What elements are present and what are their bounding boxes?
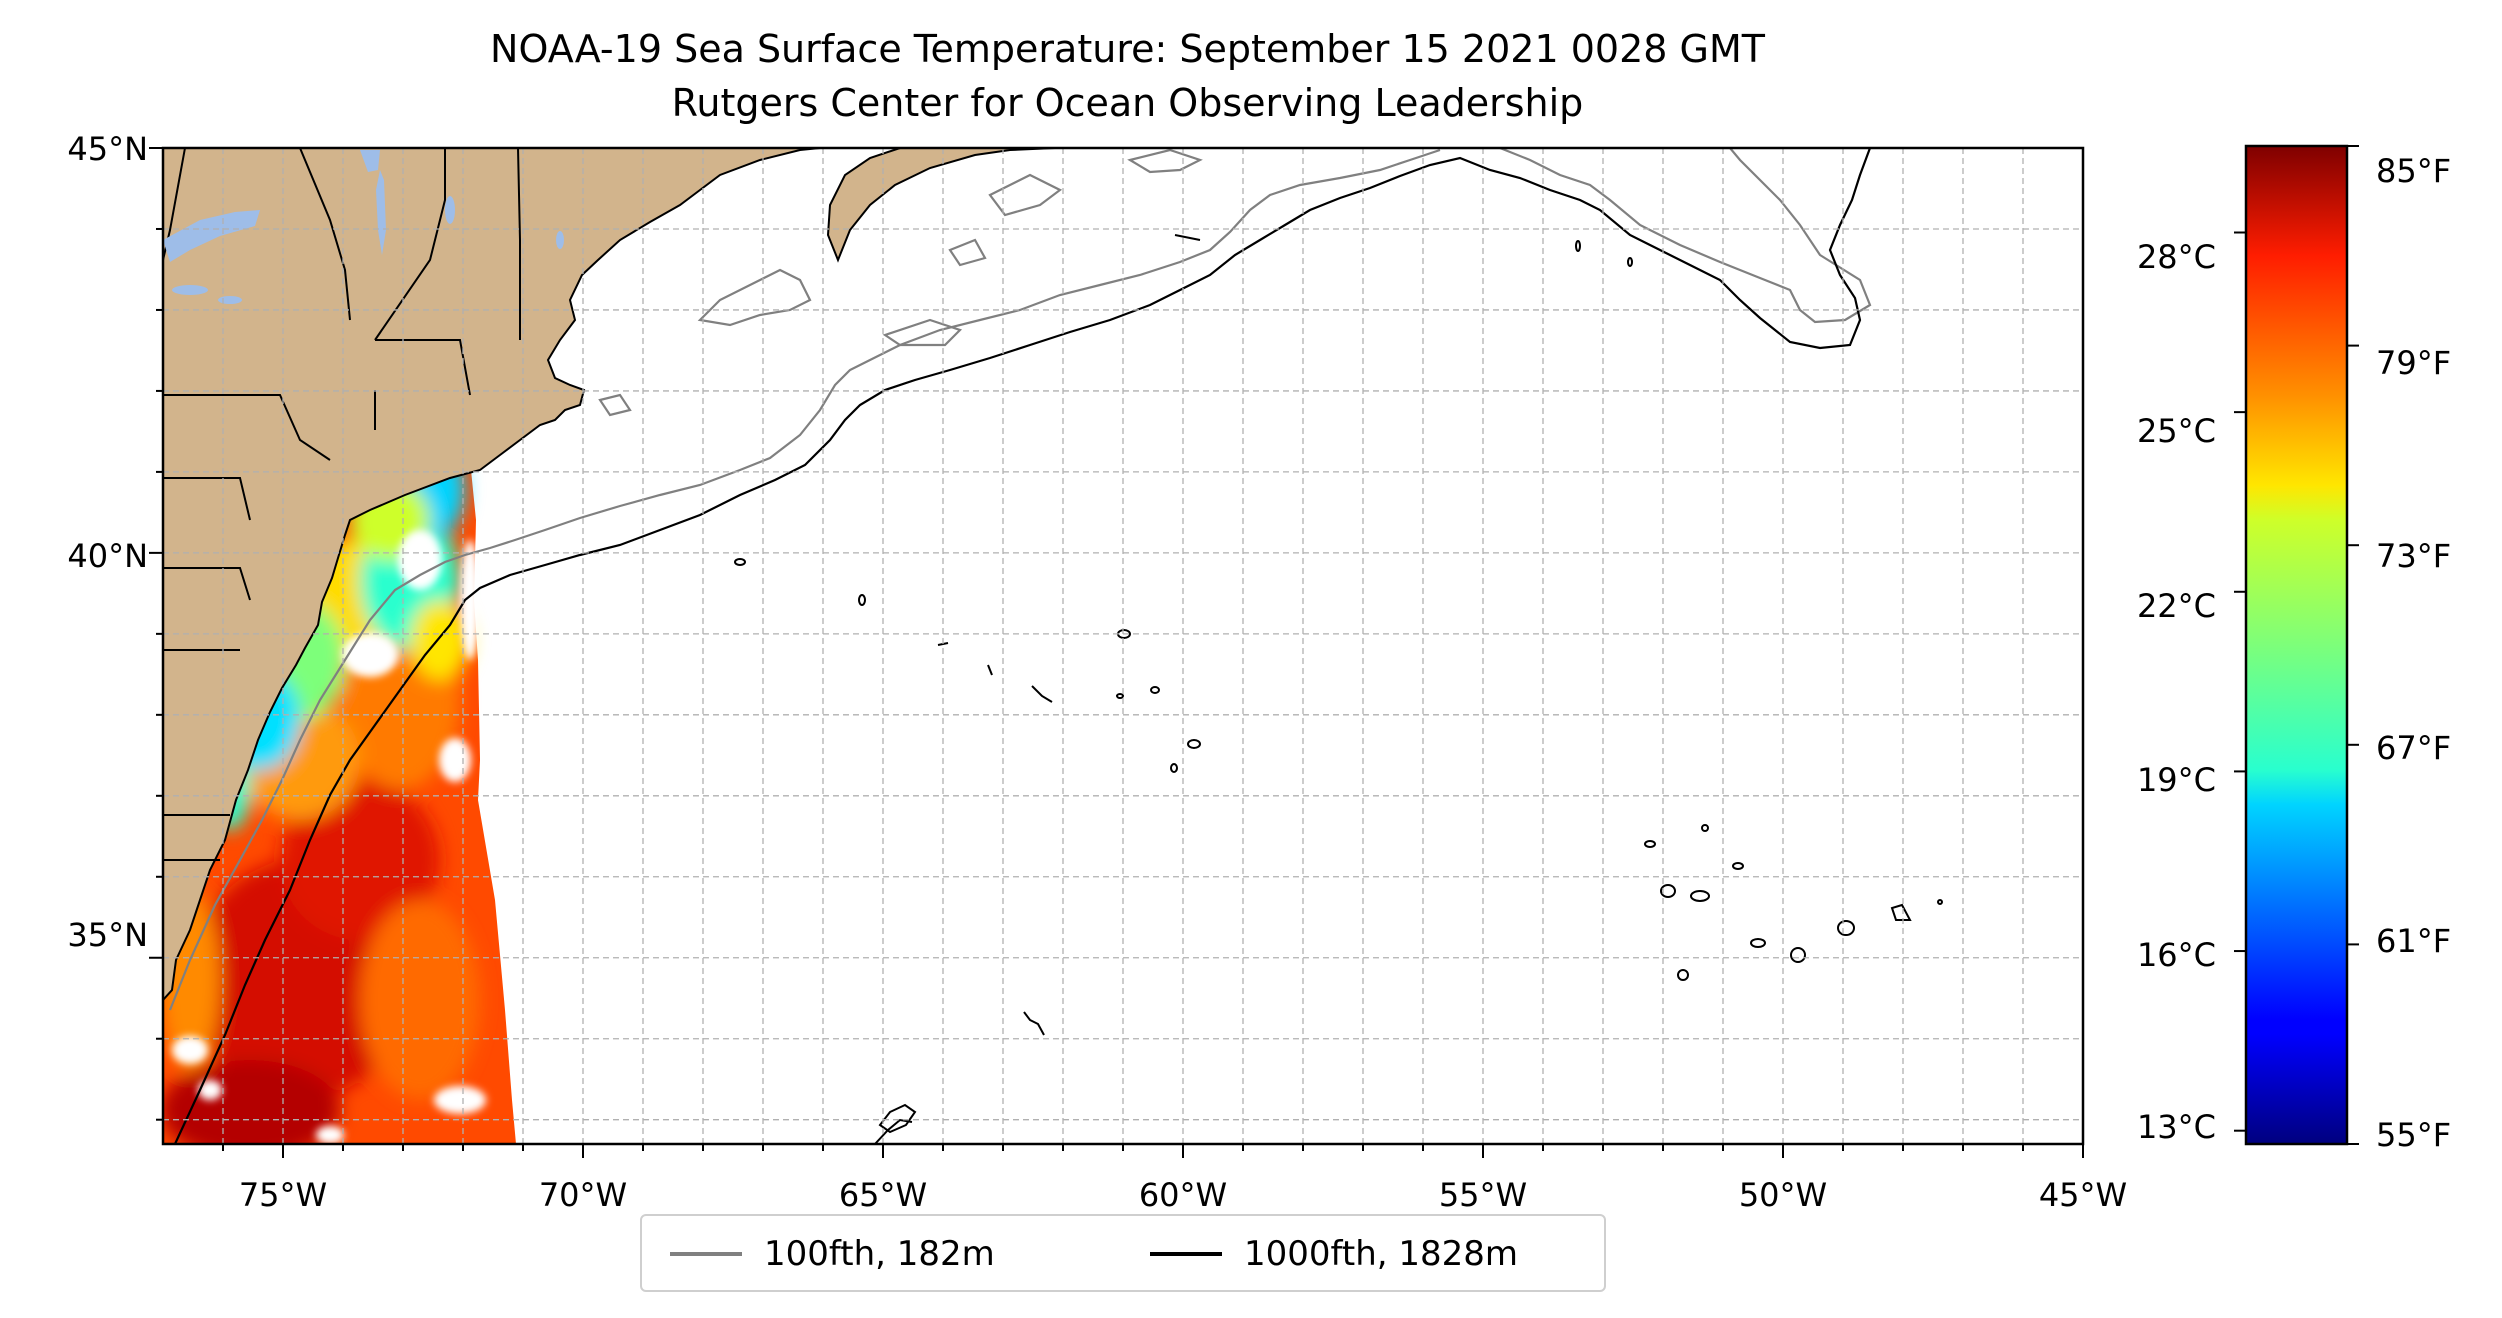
celsius-tick-label: 19°C — [2137, 761, 2216, 799]
legend-label: 1000fth, 1828m — [1244, 1234, 1519, 1274]
fahrenheit-tick-label: 79°F — [2376, 344, 2451, 382]
fahrenheit-tick-label: 67°F — [2376, 729, 2451, 767]
celsius-tick-label: 16°C — [2137, 936, 2216, 974]
lon-tick-labels: 75°W 70°W 65°W 60°W 55°W 50°W 45°W — [239, 1176, 2127, 1214]
legend-label: 100fth, 182m — [764, 1234, 995, 1274]
chart-subtitle: Rutgers Center for Ocean Observing Leade… — [671, 81, 1584, 125]
seamounts — [734, 234, 1943, 1144]
celsius-tick-label: 22°C — [2137, 587, 2216, 625]
lon-tick-label: 45°W — [2039, 1176, 2127, 1214]
colorbar-ticks — [2234, 145, 2359, 1145]
legend-swatch-black-line — [1150, 1252, 1222, 1256]
lon-tick-label: 50°W — [1739, 1176, 1827, 1214]
lon-tick-label: 55°W — [1439, 1176, 1527, 1214]
axis-ticks — [149, 147, 2084, 1158]
colorbar-fahrenheit-labels: 85°F 79°F 73°F 67°F 61°F 55°F — [2376, 152, 2451, 1154]
lat-tick-labels: 35°N 40°N 45°N — [67, 130, 148, 954]
lakes — [163, 150, 564, 304]
lon-tick-label: 65°W — [839, 1176, 927, 1214]
fahrenheit-tick-label: 73°F — [2376, 537, 2451, 575]
chart-title: NOAA-19 Sea Surface Temperature: Septemb… — [490, 27, 1765, 71]
celsius-tick-label: 28°C — [2137, 238, 2216, 276]
colorbar-gradient — [2244, 144, 2349, 1146]
lat-tick-label: 40°N — [67, 537, 148, 575]
legend-swatch-gray-line — [670, 1252, 742, 1256]
gridlines — [163, 148, 2083, 1144]
legend-item-100fth: 100fth, 182m — [670, 1234, 995, 1274]
colorbar-celsius-labels: 28°C 25°C 22°C 19°C 16°C 13°C — [2137, 238, 2216, 1146]
isobath-1000fth — [174, 148, 1872, 1144]
celsius-tick-label: 25°C — [2137, 412, 2216, 450]
state-borders — [163, 148, 521, 861]
land-nova-scotia — [826, 148, 1056, 263]
fahrenheit-tick-label: 85°F — [2376, 152, 2451, 190]
lat-tick-label: 45°N — [67, 130, 148, 168]
lon-tick-label: 75°W — [239, 1176, 327, 1214]
legend-item-1000fth: 1000fth, 1828m — [1150, 1234, 1518, 1274]
celsius-tick-label: 13°C — [2137, 1108, 2216, 1146]
lon-tick-label: 60°W — [1139, 1176, 1227, 1214]
fahrenheit-tick-label: 61°F — [2376, 922, 2451, 960]
lat-tick-label: 35°N — [67, 916, 148, 954]
colorbar — [2244, 144, 2349, 1146]
lon-tick-label: 70°W — [539, 1176, 627, 1214]
land-north-america — [163, 148, 821, 1002]
fahrenheit-tick-label: 55°F — [2376, 1116, 2451, 1154]
isobath-legend: 100fth, 182m 1000fth, 1828m — [640, 1214, 1606, 1292]
